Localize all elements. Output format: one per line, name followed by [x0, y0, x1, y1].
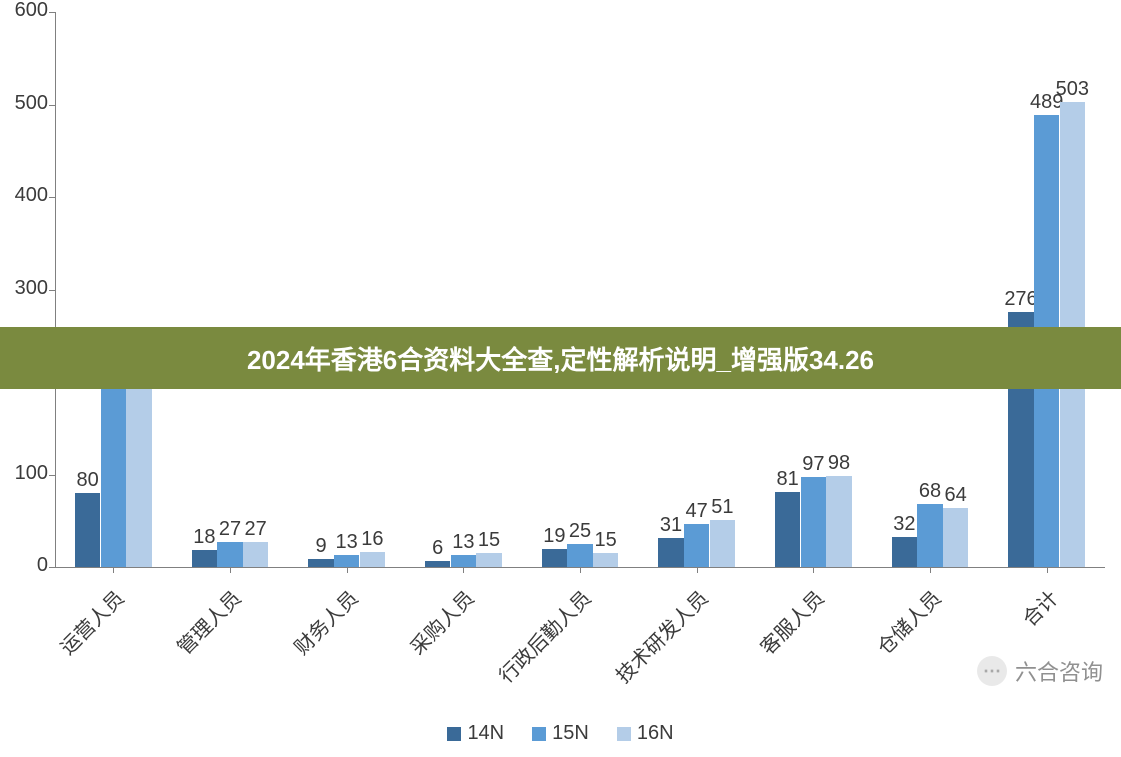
bar	[217, 542, 243, 567]
overlay-banner: 2024年香港6合资料大全查,定性解析说明_增强版34.26	[0, 327, 1121, 389]
bar	[542, 549, 568, 567]
legend-item: 15N	[532, 722, 589, 745]
bar	[943, 508, 969, 567]
y-axis-tick-label: 100	[0, 462, 48, 485]
bar-chart: 0100200300400500600运营人员80199217管理人员18272…	[55, 12, 1105, 567]
watermark-text: 六合咨询	[1015, 655, 1103, 687]
bar	[658, 538, 684, 567]
bar-value-label: 51	[700, 496, 744, 519]
bar	[775, 492, 801, 567]
wechat-icon: ⋯	[977, 656, 1007, 686]
bar	[360, 552, 386, 567]
chart-legend: 14N 15N 16N	[0, 722, 1121, 745]
bar	[101, 383, 127, 567]
legend-label: 16N	[637, 722, 674, 745]
bar	[892, 537, 918, 567]
bar	[710, 520, 736, 567]
bar	[243, 542, 269, 567]
bar	[126, 366, 152, 567]
bar-value-label: 15	[584, 529, 628, 552]
legend-item: 14N	[447, 722, 504, 745]
y-axis-tick-label: 600	[0, 0, 48, 22]
bar	[917, 504, 943, 567]
bar	[826, 476, 852, 567]
x-axis-category-label: 行政后勤人员	[491, 583, 596, 688]
bar-value-label: 98	[817, 452, 861, 475]
bar-value-label: 64	[934, 484, 978, 507]
legend-label: 14N	[467, 722, 504, 745]
bar	[425, 561, 451, 567]
bar	[75, 493, 101, 567]
watermark: ⋯ 六合咨询	[977, 655, 1103, 687]
legend-swatch	[617, 727, 631, 741]
bar-value-label: 15	[467, 529, 511, 552]
bar	[334, 555, 360, 567]
y-axis-tick-label: 500	[0, 92, 48, 115]
bar-value-label: 27	[234, 518, 278, 541]
y-axis-tick-label: 300	[0, 277, 48, 300]
bar	[684, 524, 710, 567]
bar	[801, 477, 827, 567]
bar	[308, 559, 334, 567]
x-axis-category-label: 客服人员	[753, 583, 830, 660]
x-axis-category-label: 运营人员	[53, 583, 130, 660]
bar	[451, 555, 477, 567]
bar	[476, 553, 502, 567]
overlay-banner-text: 2024年香港6合资料大全查,定性解析说明_增强版34.26	[247, 340, 874, 377]
x-axis-category-label: 财务人员	[286, 583, 363, 660]
legend-item: 16N	[617, 722, 674, 745]
bar	[192, 550, 218, 567]
bar	[593, 553, 619, 567]
y-axis-tick-label: 400	[0, 184, 48, 207]
y-axis-tick-label: 0	[0, 554, 48, 577]
legend-label: 15N	[552, 722, 589, 745]
x-axis-category-label: 合计	[1014, 583, 1063, 632]
x-axis-category-label: 技术研发人员	[608, 583, 713, 688]
x-axis-category-label: 仓储人员	[869, 583, 946, 660]
legend-swatch	[447, 727, 461, 741]
x-axis-category-label: 采购人员	[403, 583, 480, 660]
bar-value-label: 503	[1050, 78, 1094, 101]
bar-value-label: 16	[350, 528, 394, 551]
legend-swatch	[532, 727, 546, 741]
x-axis-category-label: 管理人员	[169, 583, 246, 660]
